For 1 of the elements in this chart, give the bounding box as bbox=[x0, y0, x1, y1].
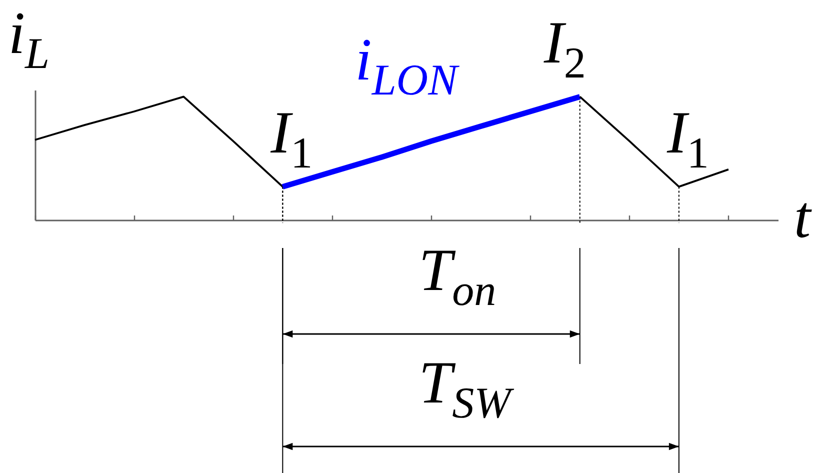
x-axis-title: t bbox=[794, 184, 812, 250]
